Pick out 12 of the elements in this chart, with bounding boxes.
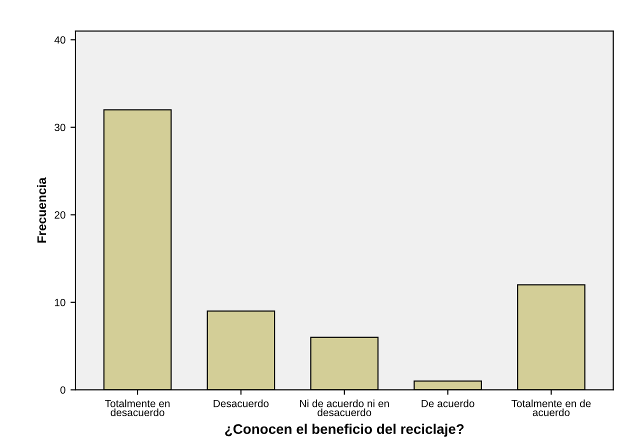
y-tick-label: 40 (54, 36, 66, 44)
y-axis-title: Frecuencia (36, 177, 46, 243)
y-tick-label: 30 (54, 124, 66, 132)
x-axis-title: ¿Conocen el beneficio del reciclaje? (225, 424, 464, 437)
x-tick-label: Desacuerdo (214, 400, 269, 408)
y-tick-label: 10 (54, 298, 66, 306)
x-tick-label: Ni de acuerdo ni en desacuerdo (300, 400, 389, 416)
y-tick-label: 0 (60, 386, 66, 394)
x-tick-label: Totalmente en de acuerdo (512, 400, 591, 416)
x-tick-label: Totalmente en desacuerdo (105, 400, 170, 416)
x-tick-label: De acuerdo (422, 400, 474, 408)
y-tick-label: 20 (54, 211, 66, 219)
